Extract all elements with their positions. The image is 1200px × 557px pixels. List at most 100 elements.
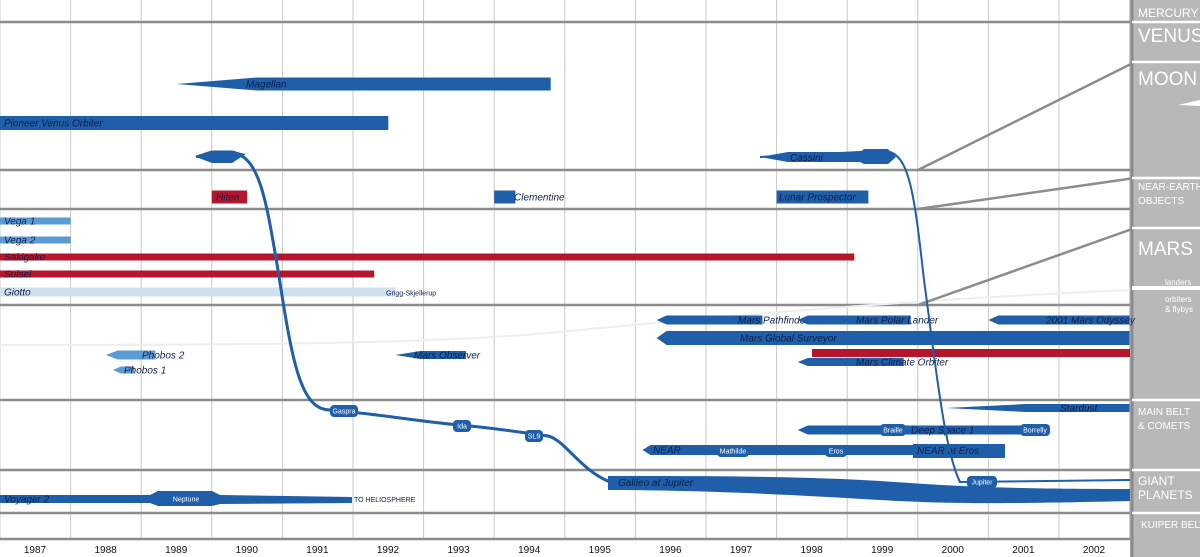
mission-label-pioneer-venus-orbiter: Pioneer Venus Orbiter <box>4 119 103 130</box>
mission-bar-2001-mars-odyssey <box>988 315 1130 325</box>
x-tick-label-2001: 2001 <box>1012 545 1035 556</box>
mission-label-mars-polar-lander: Mars Polar Lander <box>856 316 939 327</box>
mission-label-phobos-1: Phobos 1 <box>124 366 166 377</box>
mission-bar-phobos-1 <box>112 366 135 374</box>
x-tick-label-1993: 1993 <box>447 545 470 556</box>
mission-bar-hiten <box>211 190 248 204</box>
event-tag-sl9 <box>525 430 543 442</box>
mission-label-voyager-2: Voyager 2 <box>4 495 50 506</box>
mission-bar-pioneer-venus-orbiter <box>0 116 389 130</box>
mission-label-suisei: Suisei <box>4 270 32 281</box>
mission-label-vega-1: Vega 1 <box>4 217 35 228</box>
mission-bar-mars-global-surveyor <box>656 331 1130 345</box>
galileo-orbit-band <box>608 476 1130 504</box>
x-tick-label-2000: 2000 <box>942 545 965 556</box>
mission-label-vega-2: Vega 2 <box>4 236 36 247</box>
zone-label-venus: VENUS <box>1138 26 1200 47</box>
event-tag-eros <box>825 445 847 457</box>
x-tick-label-1991: 1991 <box>306 545 329 556</box>
event-tag-neptune <box>168 493 204 505</box>
mission-label-lunar-prospector: Lunar Prospector <box>779 193 856 204</box>
event-tag-braille <box>880 424 906 436</box>
event-tag-ida <box>453 420 471 432</box>
annotation-grigg-skjellerup: Grigg-Skjellerup <box>386 291 436 298</box>
x-tick-label-1998: 1998 <box>800 545 823 556</box>
mission-bar-lunar-prospector <box>776 190 869 204</box>
zone-side-panel <box>1130 0 1200 557</box>
mission-label-2001-mars-odyssey: 2001 Mars Odyssey <box>1045 316 1136 327</box>
mission-label-near: NEAR <box>653 446 681 457</box>
mission-bar-phobos-2 <box>105 350 156 360</box>
mission-bar-mars-red-orbiter <box>812 349 1130 357</box>
mission-bar-mars-climate-orbiter <box>797 358 904 366</box>
zone-label-giant-planets-line1: GIANT <box>1138 474 1175 488</box>
mission-label-cassini: Cassini <box>790 153 824 164</box>
x-tick-label-1989: 1989 <box>165 545 188 556</box>
mission-bar-sakigake <box>0 253 855 261</box>
mission-bar-vega-2 <box>0 236 71 244</box>
zone-label-near-earth-objects-line1: NEAR-EARTH <box>1138 182 1200 193</box>
x-tick-label-2002: 2002 <box>1083 545 1106 556</box>
event-tag-label-sl9: SL9 <box>528 434 541 441</box>
mission-bar-magellan <box>176 77 551 91</box>
mission-bar-stardust <box>946 404 1130 412</box>
mission-bar-deep-space-1 <box>797 425 1024 435</box>
x-tick-label-1990: 1990 <box>236 545 259 556</box>
x-tick-label-1995: 1995 <box>589 545 612 556</box>
x-tick-label-1988: 1988 <box>94 545 117 556</box>
mission-label-phobos-2: Phobos 2 <box>142 351 185 362</box>
zone-label-near-earth-objects-line2: OBJECTS <box>1138 196 1184 207</box>
event-tag-gaspra <box>330 405 358 417</box>
mission-label-giotto: Giotto <box>4 288 31 299</box>
zone-label-landers: landers <box>1165 278 1191 287</box>
mission-label-sakigake: Sakigake <box>4 253 46 264</box>
mars-divider <box>1132 286 1200 290</box>
x-tick-label-1994: 1994 <box>518 545 541 556</box>
mission-label-mars-observer: Mars Observer <box>414 351 481 362</box>
event-tag-label-ida: Ida <box>457 424 467 431</box>
mission-label-deep-space-1: Deep Space 1 <box>911 426 974 437</box>
event-tag-label-braille: Braille <box>883 428 903 435</box>
mission-label-mars-pathfinder: Mars Pathfinder <box>738 316 809 327</box>
cassini-trajectory <box>759 151 1131 484</box>
mission-label-magellan: Magellan <box>246 80 287 91</box>
mission-label-stardust: Stardust <box>1060 404 1098 415</box>
mission-bar-cassini <box>760 149 896 164</box>
moon-marker <box>1178 100 1200 106</box>
mission-label-clementine: Clementine <box>514 193 565 204</box>
event-tag-label-mathilde: Mathilde <box>720 449 747 456</box>
event-tag-label-eros: Eros <box>829 449 844 456</box>
zone-label-giant-planets-line2: PLANETS <box>1138 488 1193 502</box>
zone-label-kuiper-belt: KUIPER BELT <box>1141 520 1200 531</box>
event-tag-label-borrelly: Borrelly <box>1023 428 1047 435</box>
mission-bar-clementine <box>494 190 516 204</box>
mission-label-mars-climate-orbiter: Mars Climate Orbiter <box>856 358 949 369</box>
zone-label-moon: MOON <box>1138 69 1197 90</box>
mission-label-mars-global-surveyor: Mars Global Surveyor <box>740 334 837 345</box>
zone-label-main-belt-comets-line2: & COMETS <box>1138 421 1191 432</box>
zone-label-orbiters-flybys-line1: orbiters <box>1165 295 1192 304</box>
mission-bar-giotto <box>0 287 396 297</box>
event-tag-mathilde <box>717 445 749 457</box>
zone-label-mercury: MERCURY <box>1138 6 1198 20</box>
x-tick-label-1987: 1987 <box>24 545 47 556</box>
zone-label-mars: MARS <box>1138 239 1193 260</box>
zone-connector <box>917 60 1136 172</box>
x-tick-label-1992: 1992 <box>377 545 400 556</box>
mission-bar-mars-observer <box>395 351 466 359</box>
mission-bar-vega-1 <box>0 217 71 225</box>
x-tick-label-1997: 1997 <box>730 545 753 556</box>
mission-label-hiten: Hiten <box>216 193 240 204</box>
mars-separator-line <box>0 289 1131 346</box>
event-tag-label-neptune: Neptune <box>173 497 200 504</box>
x-tick-label-1996: 1996 <box>659 545 682 556</box>
event-tag-borrelly <box>1020 424 1050 436</box>
annotation-to-heliosphere: TO HELIOSPHERE <box>354 497 416 504</box>
galileo-launch-marker <box>196 151 246 163</box>
mission-bar-near-at-eros <box>913 444 1005 458</box>
zone-label-orbiters-flybys-line2: & flybys <box>1165 305 1193 314</box>
x-tick-label-1999: 1999 <box>871 545 894 556</box>
mission-bar-mars-pathfinder <box>656 315 763 325</box>
zone-label-main-belt-comets-line1: MAIN BELT <box>1138 407 1190 418</box>
